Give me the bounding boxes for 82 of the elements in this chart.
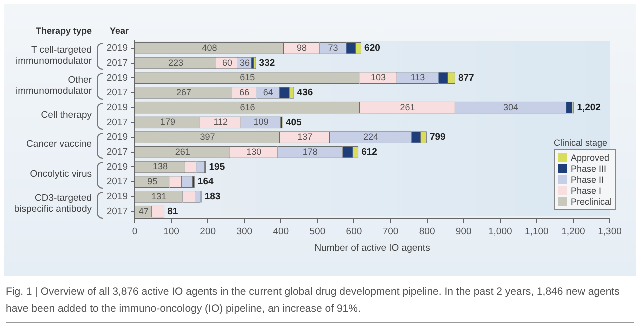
y-tick-label: 2017 bbox=[106, 58, 128, 69]
x-axis-title: Number of active IO agents bbox=[314, 242, 431, 254]
data-label: 397 bbox=[200, 132, 216, 142]
data-label: 178 bbox=[302, 146, 318, 157]
x-tick-label: 800 bbox=[419, 226, 436, 238]
y-tick-label: 2017 bbox=[106, 147, 128, 158]
text: Year bbox=[110, 26, 130, 36]
x-tick-label: 1,200 bbox=[562, 226, 586, 238]
total-label: 164 bbox=[198, 176, 214, 188]
total-label: 436 bbox=[297, 88, 314, 99]
y-tick-label: 2019 bbox=[106, 192, 128, 203]
data-label: 408 bbox=[202, 42, 218, 53]
text: Other immunomodulator bbox=[14, 74, 92, 97]
total-label: 195 bbox=[209, 162, 226, 173]
text: CD3-targeted bispecific antibody bbox=[13, 193, 92, 216]
total-label: 620 bbox=[364, 43, 380, 54]
x-tick-label: 200 bbox=[200, 226, 216, 238]
data-label: 223 bbox=[168, 58, 184, 68]
data-label: 616 bbox=[240, 102, 256, 112]
x-tick-label: 400 bbox=[273, 226, 290, 238]
total-label: 81 bbox=[168, 206, 179, 218]
total-label: 405 bbox=[286, 117, 303, 128]
text: T cell-targeted immunomodulator bbox=[14, 44, 92, 67]
y-tick-label: 2019 bbox=[106, 72, 128, 84]
legend-label: Phase I bbox=[571, 186, 602, 196]
y-tick-label: 2019 bbox=[106, 132, 128, 144]
data-label: 36 bbox=[240, 58, 250, 68]
y-tick-label: 2017 bbox=[106, 176, 128, 188]
total-label: 183 bbox=[204, 192, 221, 203]
data-label: 66 bbox=[240, 87, 250, 98]
text: Oncolytic virus bbox=[29, 169, 92, 180]
legend-title: Clinical stage bbox=[554, 138, 609, 148]
y-tick-label: 2019 bbox=[106, 162, 128, 173]
total-label: 1,202 bbox=[577, 102, 601, 114]
total-label: 332 bbox=[259, 58, 276, 69]
y-tick-label: 2017 bbox=[106, 88, 128, 99]
data-label: 103 bbox=[371, 72, 386, 83]
data-label: 224 bbox=[364, 132, 379, 142]
data-label: 73 bbox=[328, 42, 338, 53]
text: Cell therapy bbox=[40, 110, 92, 121]
legend-label: Phase II bbox=[571, 174, 604, 184]
legend-label: Approved bbox=[571, 152, 610, 162]
data-label: 95 bbox=[148, 176, 158, 187]
caption: Fig. 1 | Overview of all 3,876 active IO agents in the current global drug development pipeline. In the past 2 years, 1,846 new agents have been added to the immuno-oncology (IO) pipeline, an increase of 91%. bbox=[6, 286, 620, 315]
x-tick-label: 0 bbox=[132, 226, 138, 238]
data-label: 138 bbox=[152, 162, 168, 172]
x-tick-label: 1,300 bbox=[598, 226, 622, 238]
x-tick-label: 700 bbox=[382, 226, 399, 238]
data-label: 267 bbox=[176, 87, 192, 98]
legend-label: Preclinical bbox=[571, 196, 612, 206]
data-label: 131 bbox=[152, 191, 167, 202]
text: Therapy type bbox=[36, 26, 92, 36]
x-tick-label: 1,000 bbox=[488, 226, 512, 238]
data-label: 304 bbox=[503, 102, 518, 112]
data-label: 64 bbox=[263, 87, 274, 98]
data-label: 113 bbox=[410, 72, 426, 83]
data-label: 130 bbox=[246, 146, 262, 157]
data-label: 137 bbox=[298, 132, 313, 142]
y-tick-label: 2017 bbox=[106, 117, 128, 128]
x-tick-label: 900 bbox=[456, 226, 472, 238]
x-tick-label: 1,100 bbox=[525, 226, 549, 238]
x-tick-label: 100 bbox=[164, 226, 180, 238]
data-label: 47 bbox=[138, 206, 149, 216]
data-label: 112 bbox=[214, 117, 228, 128]
total-label: 877 bbox=[458, 72, 474, 84]
text: Cancer vaccine bbox=[26, 139, 92, 150]
y-tick-label: 2019 bbox=[106, 102, 128, 114]
x-tick-label: 300 bbox=[236, 226, 253, 238]
y-tick-label: 2019 bbox=[106, 43, 128, 54]
x-tick-label: 500 bbox=[310, 226, 326, 238]
legend-label: Phase III bbox=[571, 164, 607, 174]
data-label: 98 bbox=[296, 42, 307, 53]
data-label: 261 bbox=[400, 102, 416, 112]
data-label: 60 bbox=[222, 58, 232, 68]
x-tick-label: 600 bbox=[346, 226, 362, 238]
total-label: 612 bbox=[362, 147, 378, 158]
data-label: 179 bbox=[160, 117, 176, 128]
data-label: 261 bbox=[175, 146, 190, 157]
y-tick-label: 2017 bbox=[106, 206, 128, 218]
data-label: 615 bbox=[240, 72, 256, 83]
total-label: 799 bbox=[430, 132, 446, 144]
data-label: 109 bbox=[254, 117, 269, 128]
